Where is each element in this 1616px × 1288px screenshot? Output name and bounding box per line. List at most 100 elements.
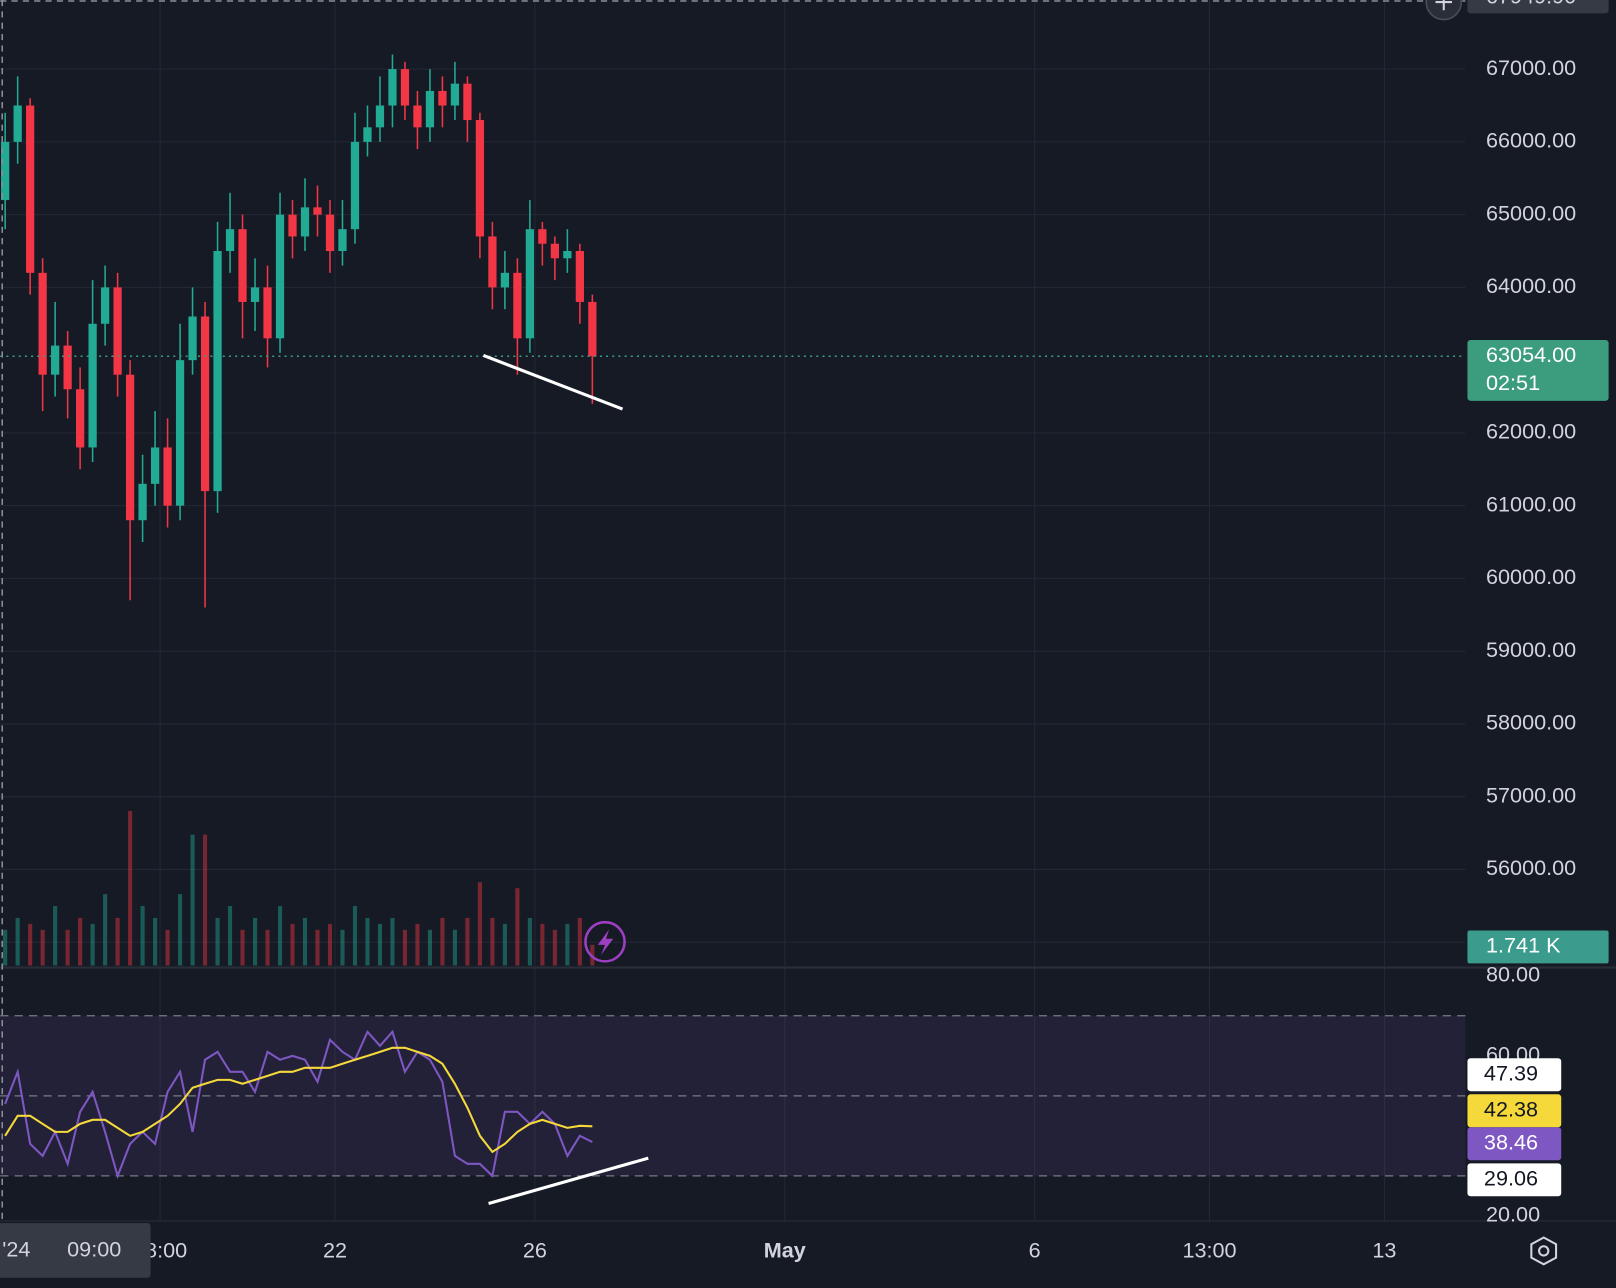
y-tick-label: 67000.00 xyxy=(1486,55,1576,80)
candle-body xyxy=(188,316,197,361)
crosshair-date: '24 xyxy=(2,1237,30,1262)
value-tag xyxy=(1467,1127,1562,1161)
candle-body xyxy=(100,287,110,324)
rsi-line xyxy=(4,1029,593,1180)
candle-body xyxy=(150,447,160,484)
candle-body xyxy=(51,345,60,375)
candle-body xyxy=(375,105,385,128)
candle-body xyxy=(525,229,535,339)
candle-body xyxy=(325,214,335,252)
volume-bar xyxy=(153,917,158,966)
volume-bar xyxy=(15,917,20,966)
value-tag xyxy=(1467,1163,1562,1197)
x-tick-label: May xyxy=(764,1238,806,1263)
volume-bar xyxy=(540,923,545,966)
value-tag-label: 42.38 xyxy=(1484,1096,1538,1121)
candle-body xyxy=(550,243,559,259)
candle-body xyxy=(288,214,297,237)
x-tick-label: 22 xyxy=(323,1238,347,1263)
y-tick-label: 61000.00 xyxy=(1486,491,1576,516)
candle-body xyxy=(26,105,35,273)
value-tag-label: 38.46 xyxy=(1484,1129,1538,1154)
gear-center xyxy=(1538,1245,1550,1257)
volume-bar xyxy=(402,929,408,966)
volume-bar xyxy=(565,923,570,966)
volume-bar xyxy=(252,917,258,966)
volume-bar xyxy=(440,917,445,966)
trend-line[interactable] xyxy=(482,354,624,411)
volume-bar xyxy=(427,929,433,966)
volume-bar xyxy=(327,923,333,966)
y-tick-label: 62000.00 xyxy=(1486,419,1576,444)
y-tick-label: 57000.00 xyxy=(1486,782,1576,807)
candle-body xyxy=(88,323,97,448)
volume-bar xyxy=(190,834,195,966)
value-tag xyxy=(1467,1058,1562,1092)
lightning-icon[interactable] xyxy=(584,920,626,963)
volume-bar xyxy=(315,929,320,966)
candle-body xyxy=(13,105,22,142)
candle-body xyxy=(413,105,422,128)
volume-bar xyxy=(240,929,245,966)
x-tick-label: 26 xyxy=(523,1238,547,1263)
x-tick-label: 13 xyxy=(1372,1238,1396,1263)
add-icon xyxy=(1435,0,1452,11)
volume-bar xyxy=(277,906,283,966)
candle-body xyxy=(238,229,247,302)
volume-bar xyxy=(365,917,370,966)
rsi-tick-label: 20.00 xyxy=(1486,1202,1540,1227)
candle-body xyxy=(400,69,410,106)
volume-label: 1.741 K xyxy=(1486,933,1561,958)
volume-bar xyxy=(377,923,383,966)
candle-body xyxy=(450,83,460,106)
candle-body xyxy=(438,90,447,106)
volume-bar xyxy=(115,917,120,966)
candle-body xyxy=(38,272,47,375)
crosshair-price-tag xyxy=(1467,0,1609,14)
candle-body xyxy=(475,120,485,237)
last-price-label: 63054.00 xyxy=(1486,342,1576,367)
candle-body xyxy=(538,229,547,244)
volume-bar xyxy=(40,929,45,966)
candle-body xyxy=(463,83,472,121)
volume-bar xyxy=(53,906,58,966)
volume-tag xyxy=(1467,930,1609,964)
volume-bar xyxy=(502,923,507,966)
candle-body xyxy=(588,301,597,357)
y-tick-label: 64000.00 xyxy=(1486,273,1576,298)
candle-body xyxy=(363,127,372,142)
countdown: 02:51 xyxy=(1486,370,1540,395)
volume-bar xyxy=(515,888,520,966)
candle-body xyxy=(263,287,272,339)
y-tick-label: 65000.00 xyxy=(1486,200,1576,225)
candle-body xyxy=(250,287,260,302)
volume-bar xyxy=(477,882,482,966)
trend-line[interactable] xyxy=(488,1156,649,1205)
rsi-band xyxy=(0,1015,1466,1176)
value-tag xyxy=(1467,1094,1562,1128)
candle-body xyxy=(275,214,285,339)
x-tick-label: 13:00 xyxy=(1182,1238,1236,1263)
candle-body xyxy=(125,374,135,521)
volume-bar xyxy=(452,929,457,966)
y-tick-label: 56000.00 xyxy=(1486,855,1576,880)
y-tick-label: 58000.00 xyxy=(1486,710,1576,735)
volume-bar xyxy=(265,929,270,966)
settings-button[interactable] xyxy=(1530,1236,1558,1266)
crosshair-price: 67949.90 xyxy=(1486,0,1576,9)
volume-bar xyxy=(527,917,532,966)
candle-body xyxy=(76,389,85,448)
volume-bar xyxy=(140,906,145,966)
candle-body xyxy=(500,272,510,288)
candle-body xyxy=(175,360,185,506)
volume-bar xyxy=(390,917,395,966)
grid xyxy=(0,0,1466,1222)
last-price-tag xyxy=(1467,340,1609,401)
volume-bar xyxy=(128,810,133,966)
candle-body xyxy=(575,251,584,302)
volume-bar xyxy=(78,917,83,966)
value-tag-label: 29.06 xyxy=(1484,1166,1538,1191)
x-tick-label: 6 xyxy=(1029,1238,1041,1263)
